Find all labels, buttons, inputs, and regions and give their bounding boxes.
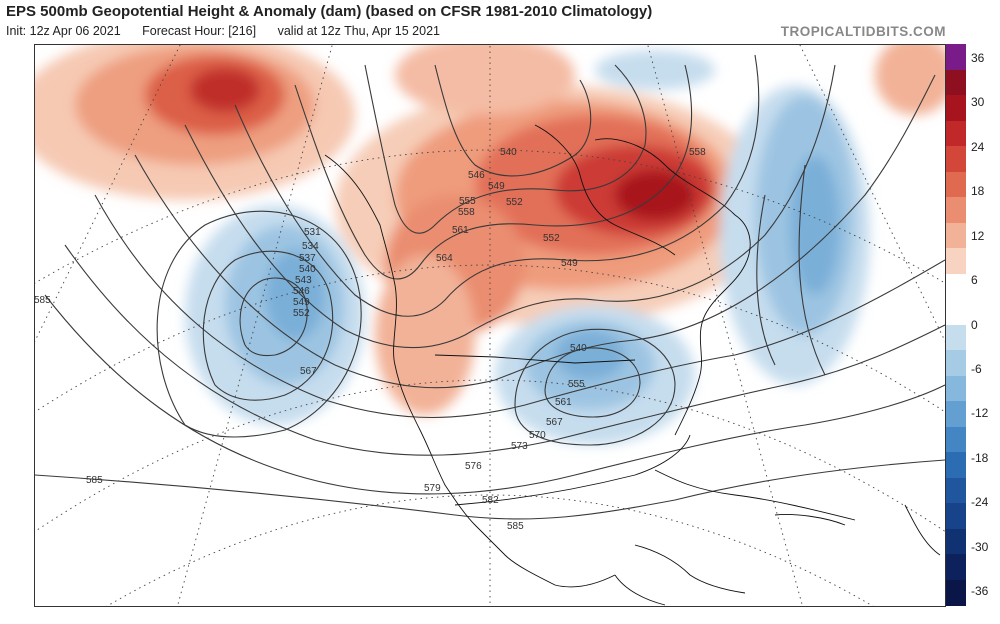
- contour-label: 561: [452, 225, 469, 236]
- colorbar-tick-label: 36: [971, 51, 985, 65]
- colorbar-segment: [946, 120, 966, 147]
- chart-subtitle: Init: 12z Apr 06 2021 Forecast Hour: [21…: [6, 24, 458, 38]
- contour-label: 531: [304, 227, 321, 238]
- colorbar-tick-label: 24: [971, 139, 985, 154]
- colorbar-tick-label: 6: [971, 273, 978, 288]
- contour-label: 540: [500, 147, 517, 158]
- colorbar-segment: [946, 401, 966, 427]
- colorbar-segment: [946, 375, 966, 402]
- contour-label: 561: [555, 397, 572, 408]
- contour-label: 549: [561, 258, 578, 269]
- colorbar-segment: [946, 528, 966, 555]
- colorbar-segment: [946, 554, 966, 580]
- colorbar-segment: [946, 44, 966, 70]
- colorbar-segment: [946, 503, 966, 529]
- anomaly-colorbar: [946, 44, 966, 606]
- contour-label: 564: [436, 253, 453, 264]
- height-contours: [35, 54, 945, 520]
- contour-label: 549: [293, 297, 310, 308]
- colorbar-tick-label: -30: [971, 539, 989, 554]
- site-credit: TROPICALTIDBITS.COM: [780, 24, 946, 39]
- contour-label: 570: [529, 430, 546, 441]
- contour-label: 540: [570, 343, 587, 354]
- contour-labels: 531 534 537 540 543 546 549 552 540 546 …: [35, 147, 706, 532]
- contour-label: 576: [465, 461, 482, 472]
- contour-label: 585: [35, 295, 51, 306]
- contour-label: 555: [568, 379, 585, 390]
- colorbar-tick-label: 30: [971, 95, 985, 110]
- colorbar-tick-label: -6: [971, 361, 982, 376]
- contour-label: 573: [511, 441, 528, 452]
- contour-label: 546: [468, 170, 485, 181]
- contour-label: 558: [689, 147, 706, 158]
- colorbar-segment: [946, 273, 966, 300]
- forecast-hour: Forecast Hour: [216]: [142, 24, 257, 38]
- contour-label: 555: [459, 196, 476, 207]
- anomaly-map: 531 534 537 540 543 546 549 552 540 546 …: [34, 44, 946, 607]
- colorbar-segment: [946, 452, 966, 478]
- contour-label: 549: [488, 181, 505, 192]
- colorbar-tick-label: 18: [971, 184, 985, 199]
- contour-label: 585: [86, 475, 103, 486]
- contour-label: 543: [295, 275, 312, 286]
- contour-label: 546: [293, 286, 310, 297]
- colorbar-segment: [946, 426, 966, 453]
- colorbar-tick-label: -24: [971, 495, 989, 510]
- colorbar-segment: [946, 197, 966, 223]
- contour-label: 567: [546, 417, 563, 428]
- colorbar-segment: [946, 324, 966, 351]
- colorbar-segment: [946, 95, 966, 121]
- contour-label: 558: [458, 207, 475, 218]
- colorbar-segment: [946, 477, 966, 504]
- contour-label: 552: [506, 197, 523, 208]
- colorbar-tick-label: -36: [971, 584, 989, 598]
- colorbar-tick-label: 0: [971, 317, 978, 332]
- contour-label: 585: [507, 521, 524, 532]
- colorbar-segment: [946, 146, 966, 172]
- contour-label: 567: [300, 366, 317, 377]
- colorbar-segment: [946, 222, 966, 249]
- init-time: Init: 12z Apr 06 2021: [6, 24, 121, 38]
- contour-label: 540: [299, 264, 316, 275]
- contour-label: 582: [482, 495, 499, 506]
- valid-time: valid at 12z Thu, Apr 15 2021: [277, 24, 440, 38]
- contour-label: 552: [543, 233, 560, 244]
- colorbar-segment: [946, 69, 966, 96]
- colorbar-tick-label: -12: [971, 406, 989, 421]
- colorbar-segment: [946, 350, 966, 376]
- contour-label: 552: [293, 308, 310, 319]
- colorbar-segment: [946, 299, 966, 325]
- contour-label: 579: [424, 483, 441, 494]
- colorbar-segment: [946, 171, 966, 198]
- chart-title: EPS 500mb Geopotential Height & Anomaly …: [6, 3, 653, 20]
- coastlines: [324, 124, 941, 606]
- contour-label: 537: [299, 253, 316, 264]
- colorbar-tick-label: 12: [971, 228, 985, 243]
- latlon-grid: [35, 45, 945, 606]
- colorbar-segment: [946, 579, 966, 606]
- map-canvas: 531 534 537 540 543 546 549 552 540 546 …: [35, 45, 945, 606]
- contour-label: 534: [302, 241, 319, 252]
- colorbar-segment: [946, 248, 966, 274]
- colorbar-tick-label: -18: [971, 450, 989, 465]
